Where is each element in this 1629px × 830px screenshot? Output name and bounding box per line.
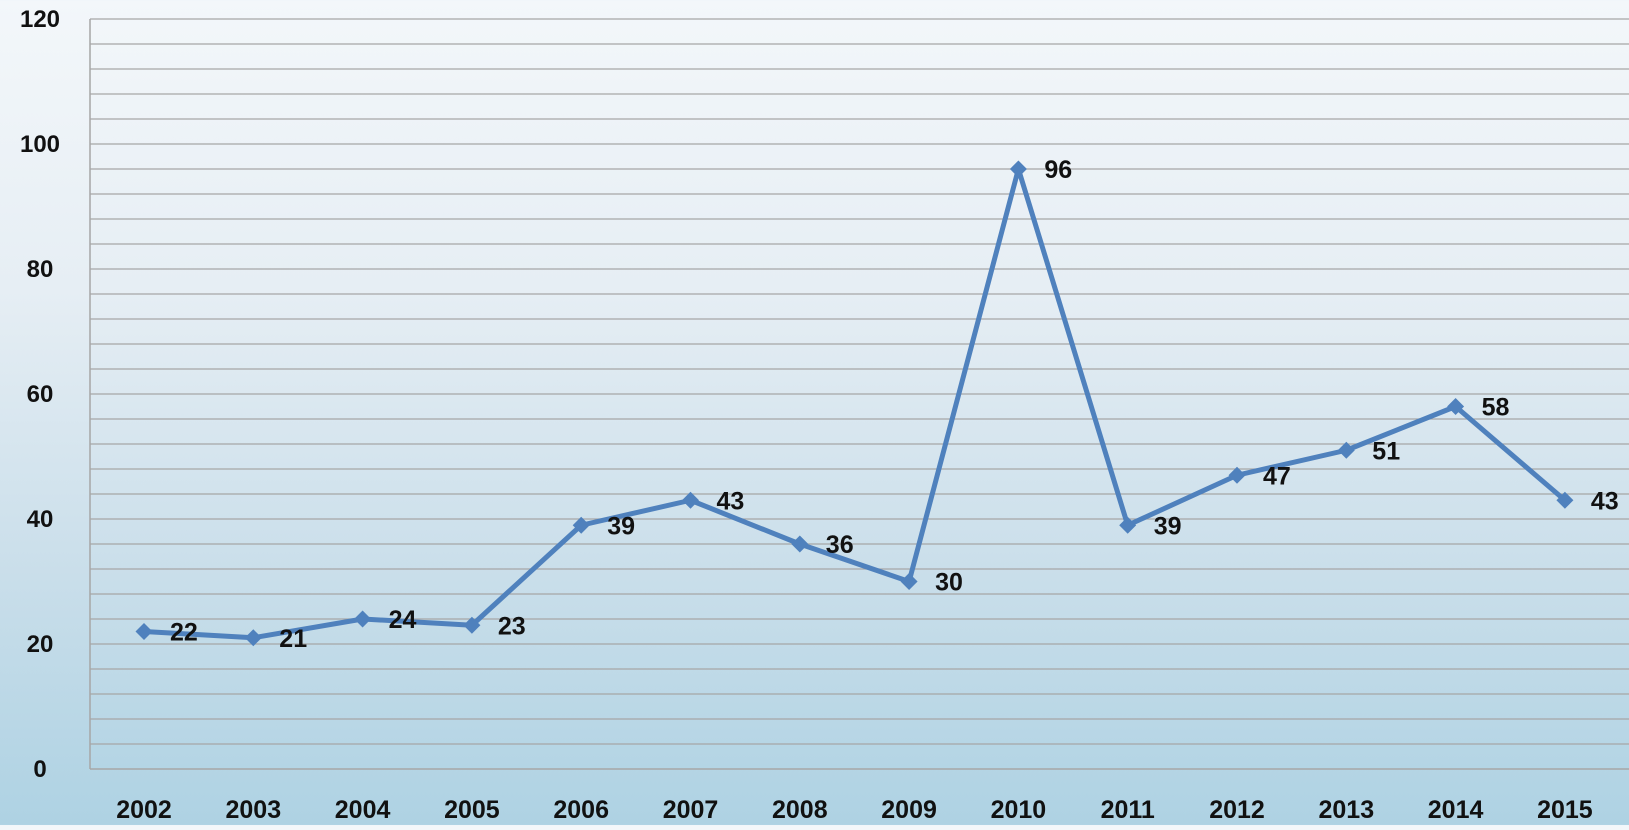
data-point-marker — [682, 491, 699, 509]
x-tick-label: 2013 — [1318, 796, 1374, 824]
data-label: 21 — [279, 625, 307, 653]
series-line — [143, 166, 1567, 641]
x-tick-label: 2014 — [1428, 796, 1484, 824]
y-axis-tick-labels: 0 20 40 60 80 100 120 — [20, 6, 60, 783]
x-tick-label: 2015 — [1537, 796, 1593, 824]
x-tick-label: 2004 — [335, 796, 391, 824]
data-label: 43 — [1591, 487, 1619, 515]
x-tick-label: 2010 — [991, 796, 1047, 824]
data-label: 23 — [498, 612, 526, 640]
axes — [89, 19, 1629, 770]
x-tick-label: 2005 — [444, 796, 500, 824]
data-label: 24 — [389, 606, 417, 634]
y-tick-label: 80 — [27, 256, 54, 283]
data-point-marker — [1556, 491, 1574, 509]
data-label: 43 — [717, 487, 745, 515]
data-label: 39 — [607, 512, 635, 540]
x-tick-label: 2006 — [553, 796, 609, 824]
data-point-marker — [244, 629, 262, 647]
data-labels: 22 21 24 23 39 43 36 30 96 39 47 51 58 43 — [170, 156, 1619, 653]
data-point-marker — [900, 573, 918, 590]
series-line-group — [143, 166, 1567, 641]
data-point-marker — [1447, 398, 1465, 415]
series-markers — [135, 160, 1574, 647]
x-tick-label: 2009 — [881, 796, 937, 824]
y-tick-label: 120 — [20, 6, 60, 33]
data-point-marker — [135, 623, 153, 640]
x-tick-label: 2011 — [1101, 796, 1155, 824]
x-tick-label: 2012 — [1209, 796, 1265, 824]
x-tick-label: 2007 — [663, 796, 719, 824]
data-label: 58 — [1482, 394, 1510, 422]
x-tick-label: 2008 — [772, 796, 828, 824]
data-label: 47 — [1263, 462, 1291, 490]
y-tick-label: 40 — [27, 506, 54, 533]
y-tick-label: 100 — [20, 131, 60, 158]
data-point-marker — [354, 610, 372, 628]
x-axis-tick-labels: 2002 2003 2004 2005 2006 2007 2008 2009 2010 2011… — [116, 796, 1593, 824]
x-tick-label: 2002 — [116, 796, 172, 824]
y-tick-label: 20 — [27, 631, 54, 658]
data-point-marker — [1337, 441, 1355, 459]
data-point-marker — [1119, 516, 1137, 534]
y-tick-label: 0 — [33, 756, 46, 783]
gridlines — [90, 18, 1629, 745]
x-tick-label: 2003 — [225, 796, 281, 824]
data-label: 22 — [170, 619, 198, 647]
data-label: 39 — [1154, 512, 1182, 540]
data-label: 30 — [935, 569, 963, 597]
data-point-marker — [1009, 160, 1027, 178]
data-label: 96 — [1044, 156, 1072, 184]
y-tick-label: 60 — [27, 381, 54, 408]
data-point-marker — [463, 616, 481, 634]
data-point-marker — [791, 535, 809, 553]
data-label: 36 — [826, 531, 854, 559]
data-label: 51 — [1372, 437, 1400, 465]
data-point-marker — [572, 516, 590, 534]
data-point-marker — [1228, 466, 1246, 484]
